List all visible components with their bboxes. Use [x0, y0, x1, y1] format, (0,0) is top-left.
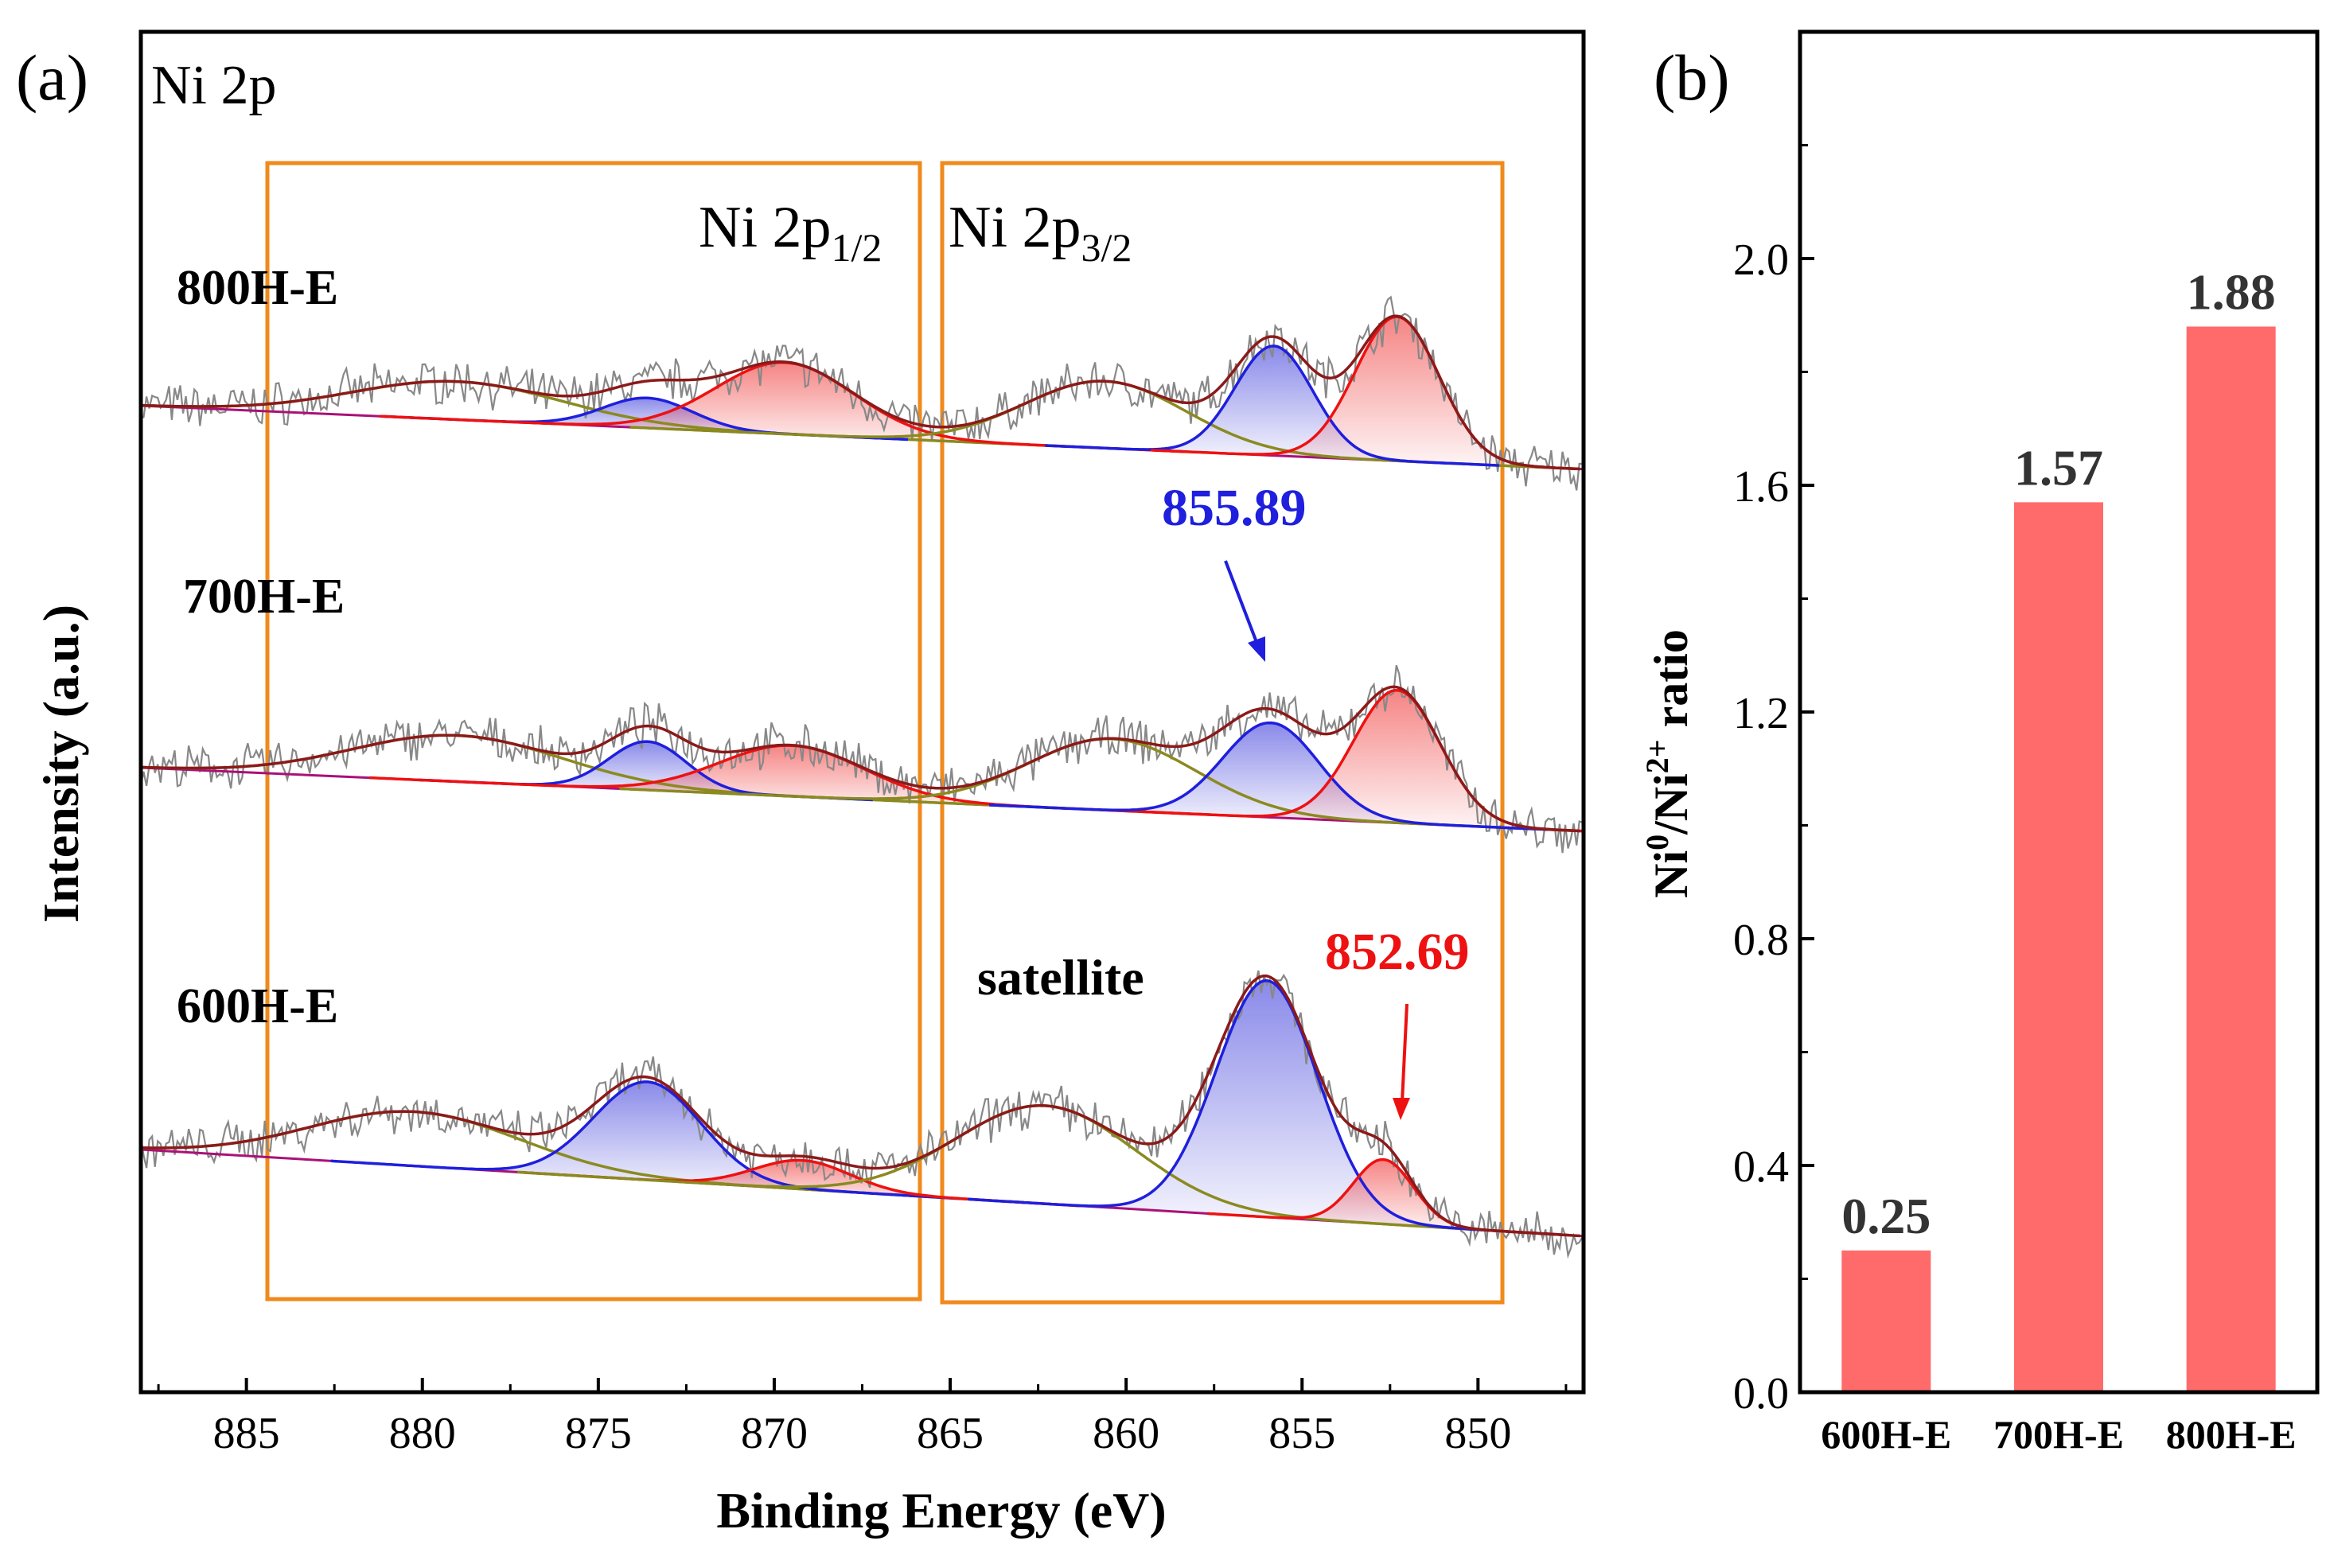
spectrum-800h-e: [141, 295, 1584, 491]
envelope-line: [141, 974, 1580, 1238]
satellite-label: satellite: [977, 949, 1144, 1006]
panel-a: (a) Ni 2p Ni 2p1/2 Ni 2p3/2 800H-E 700H-…: [16, 29, 1586, 1539]
peak-fill-ni0-5: [1162, 690, 1584, 831]
x-category-label-700h-e: 700H-E: [1993, 1412, 2124, 1457]
x-category-label-800h-e: 800H-E: [2166, 1412, 2297, 1457]
component-line-ni2plus-1: [330, 1080, 961, 1200]
envelope-line: [141, 685, 1580, 833]
peak-fill-ni0-5: [1170, 317, 1584, 469]
y-tick-label-0.4: 0.4: [1733, 1142, 1789, 1192]
spectrum-700h-e: [141, 664, 1584, 854]
raw-data-line: [141, 295, 1583, 491]
peak-fill-ni2-4: [1063, 345, 1485, 465]
raw-data-line: [141, 970, 1584, 1259]
peak-fill-ni0-2: [543, 1160, 1062, 1205]
ni2p12-region-box: [265, 161, 922, 1301]
peak-fill-ni0-2: [403, 745, 1181, 814]
x-tick-label-850: 850: [1444, 1409, 1511, 1458]
y-axis-title-a: Intensity (a.u.): [33, 605, 89, 923]
x-category-label-600h-e: 600H-E: [1821, 1412, 1951, 1457]
y-tick-label-1.2: 1.2: [1733, 689, 1789, 738]
panel-a-label: (a): [16, 41, 88, 114]
peak-label-852-69: 852.69: [1325, 923, 1470, 981]
y-tick-label-0.8: 0.8: [1733, 916, 1789, 965]
peak-label-855-89: 855.89: [1162, 479, 1307, 537]
component-line-ni2plus-4: [1045, 344, 1499, 467]
ni2p32-label: Ni 2p3/2: [949, 195, 1132, 270]
ni2p32-region-box: [940, 161, 1505, 1305]
x-tick-label-875: 875: [565, 1409, 632, 1458]
y-tick-label-2.0: 2.0: [1733, 235, 1789, 285]
sample-label-800h-e: 800H-E: [177, 261, 338, 315]
peak-fill-ni2-4: [1011, 722, 1530, 829]
x-axis-title-a: Binding Energy (eV): [716, 1482, 1166, 1539]
peak-fill-ni2-1: [356, 1081, 939, 1198]
x-axis-a: 885 880 875 870 865 860 855 850: [157, 1378, 1568, 1458]
raw-data-line: [141, 664, 1583, 854]
sample-label-700h-e: 700H-E: [183, 570, 345, 624]
panel-a-title: Ni 2p: [151, 55, 277, 116]
x-tick-label-880: 880: [389, 1409, 456, 1458]
arrow-852-69: [1401, 1003, 1409, 1103]
x-tick-label-865: 865: [917, 1409, 984, 1458]
bar-value-label-700h-e: 1.57: [2014, 439, 2103, 496]
y-tick-label-0.0: 0.0: [1733, 1369, 1789, 1418]
bar-value-label-800h-e: 1.88: [2187, 264, 2276, 321]
peak-fill-ni0-5: [1221, 1159, 1545, 1234]
component-line-ni2plus-4: [968, 979, 1563, 1236]
ni2p12-label: Ni 2p1/2: [699, 195, 882, 270]
x-tick-label-860: 860: [1093, 1409, 1159, 1458]
panel-b-label: (b): [1654, 41, 1730, 114]
x-tick-label-870: 870: [741, 1409, 808, 1458]
y-axis-title-b: Ni0/Ni2+ ratio: [1639, 629, 1697, 898]
bar-value-label-600h-e: 0.25: [1841, 1188, 1931, 1244]
arrowhead-855-89: [1248, 636, 1265, 662]
spectrum-600h-e: [141, 970, 1584, 1259]
bar-700h-e: [2014, 502, 2103, 1392]
y-axis-b: 0.0 0.4 0.8 1.2 1.6 2.0: [1733, 144, 1814, 1418]
bar-600h-e: [1841, 1250, 1931, 1392]
y-tick-label-1.6: 1.6: [1733, 462, 1789, 512]
x-tick-label-855: 855: [1268, 1409, 1335, 1458]
x-tick-label-885: 885: [213, 1409, 280, 1458]
spectra-group: [141, 295, 1584, 1259]
arrow-855-89: [1224, 560, 1260, 649]
envelope-line: [141, 314, 1580, 471]
bars-b: 0.25 600H-E 1.57 700H-E 1.88 800H-E: [1821, 264, 2296, 1457]
peak-fill-ni0-2: [412, 362, 1158, 451]
sample-label-600h-e: 600H-E: [177, 979, 338, 1033]
peak-fill-ni2-4: [992, 980, 1542, 1234]
bar-800h-e: [2186, 326, 2276, 1392]
component-line-ni2plus-4: [989, 721, 1549, 831]
arrowhead-852-69: [1393, 1098, 1410, 1120]
